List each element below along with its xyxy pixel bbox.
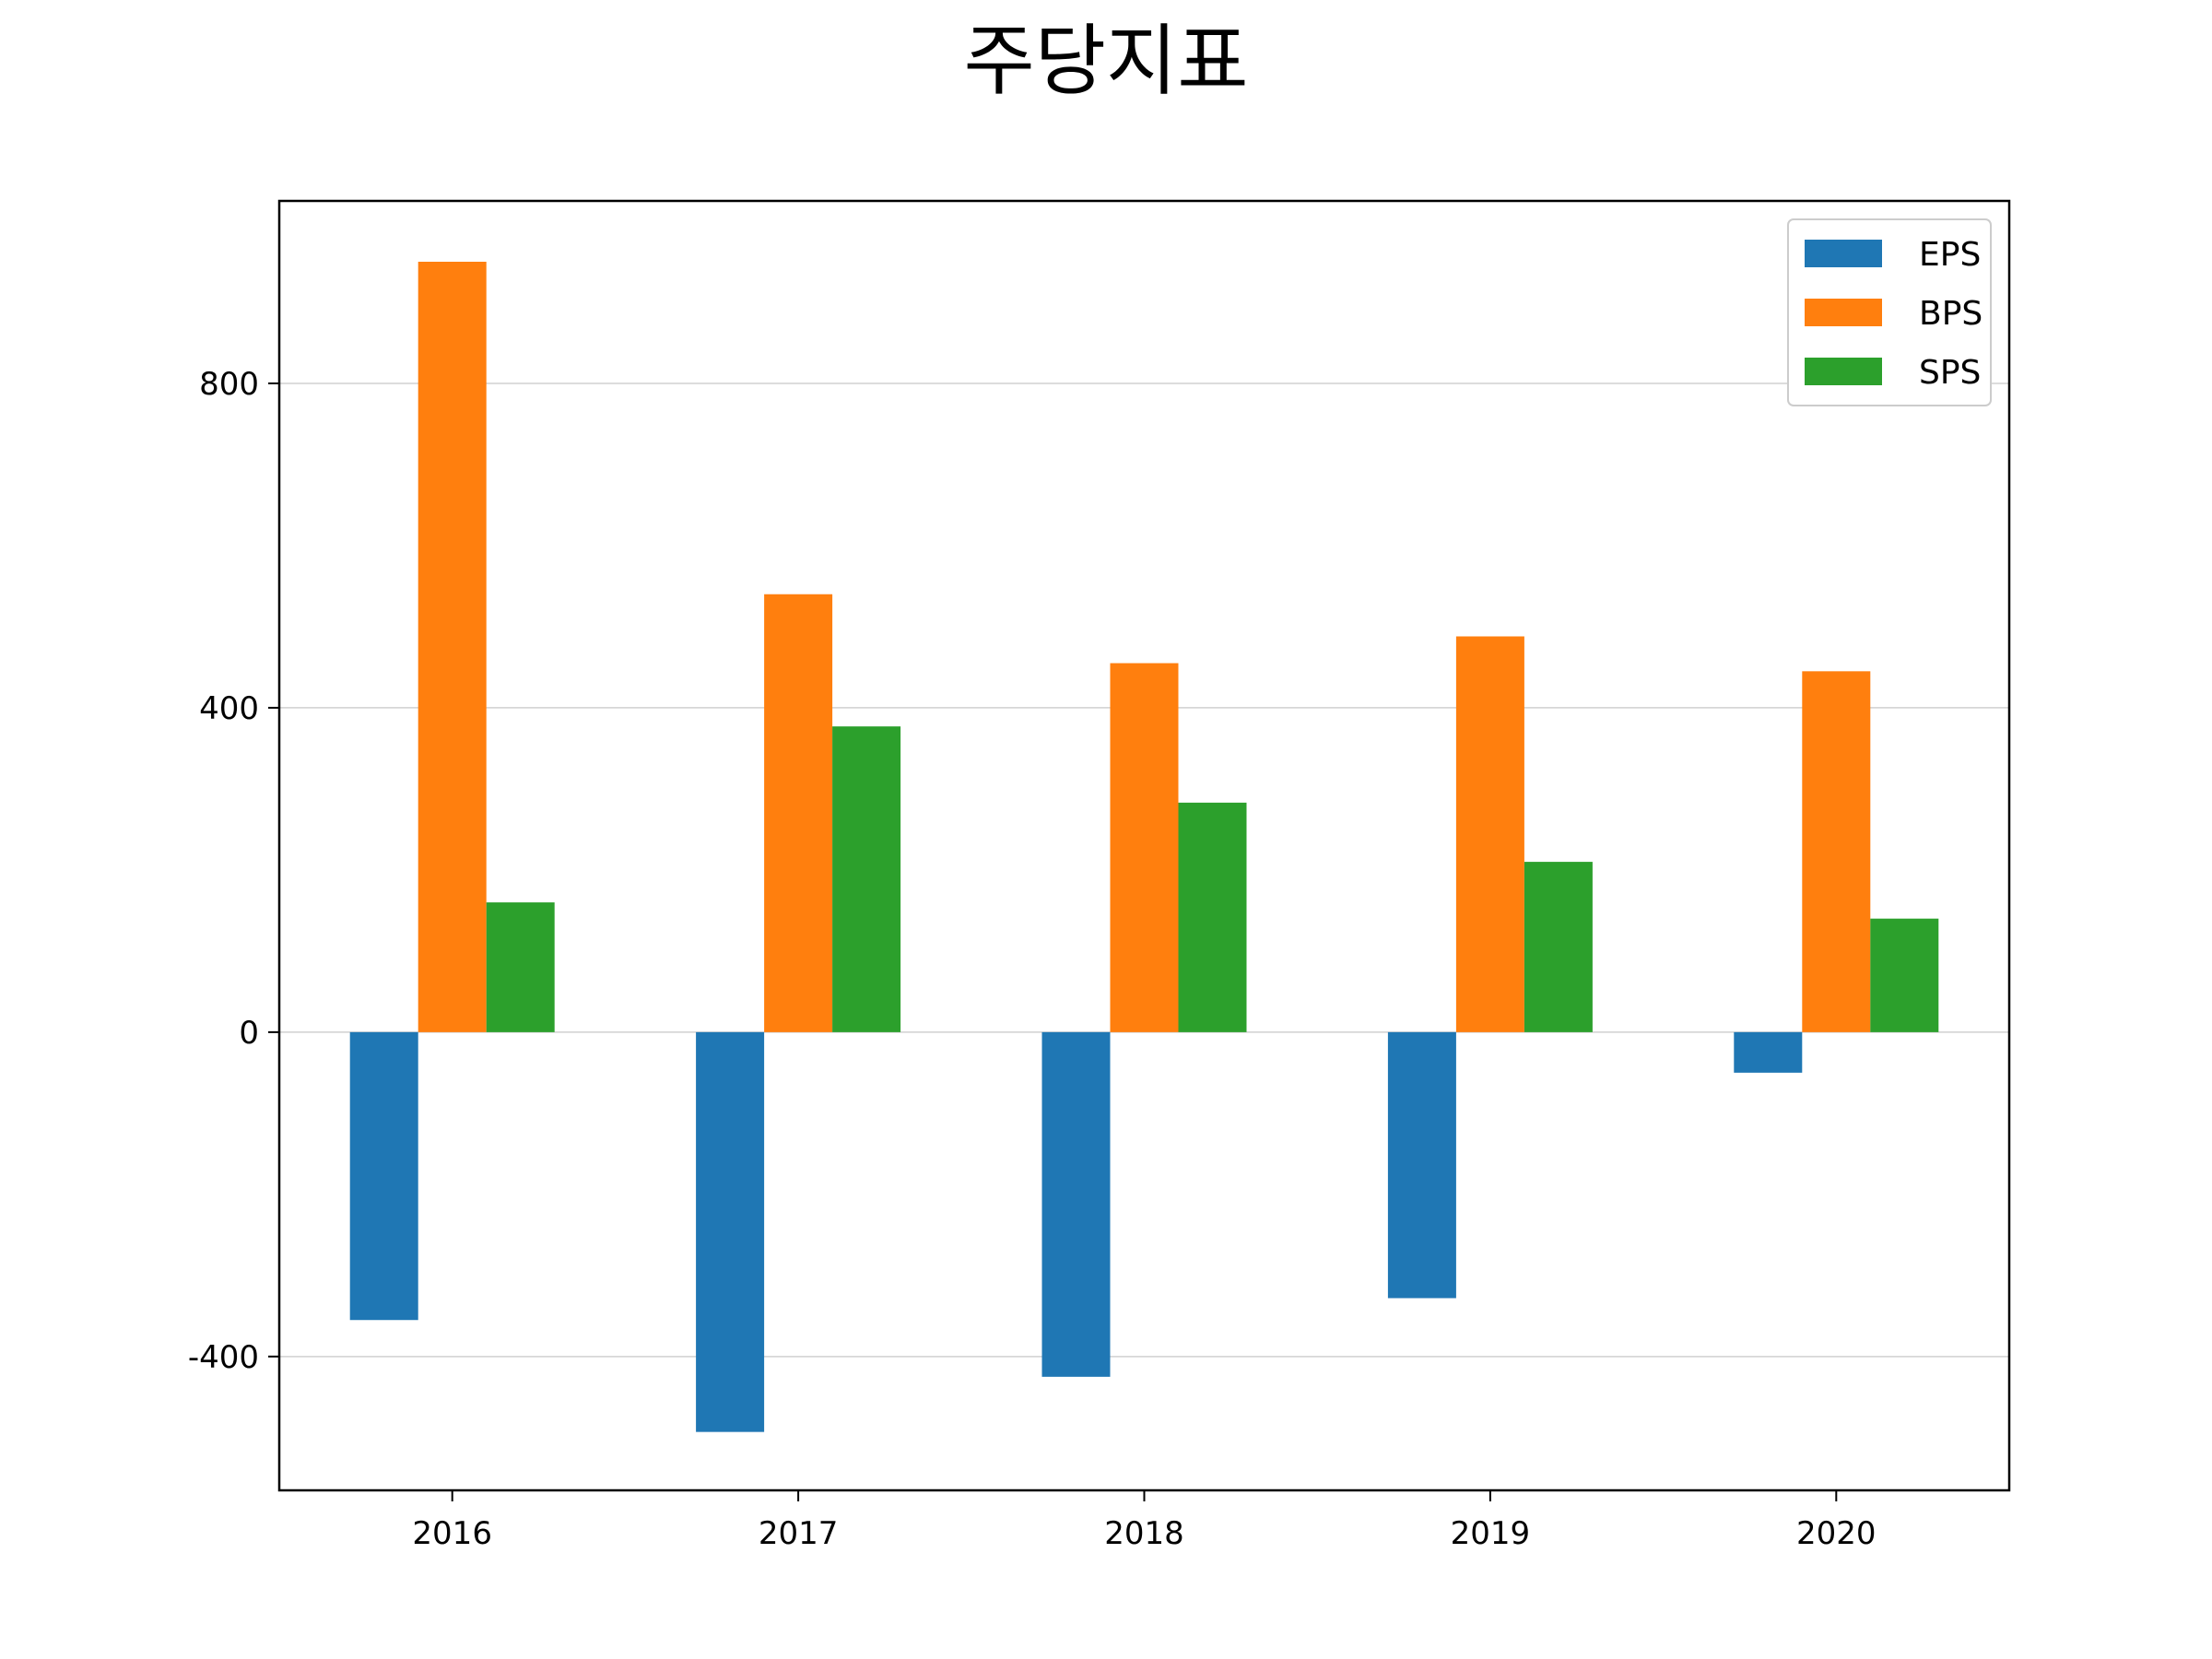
bar-sps-2019 — [1524, 862, 1593, 1032]
x-tick-label: 2016 — [412, 1515, 492, 1552]
x-tick-label: 2019 — [1451, 1515, 1531, 1552]
bar-sps-2017 — [832, 726, 901, 1032]
legend-label-eps: EPS — [1919, 236, 1981, 274]
bar-sps-2020 — [1870, 918, 1939, 1032]
bar-eps-2018 — [1041, 1031, 1111, 1377]
y-tick-label: 0 — [239, 1015, 259, 1052]
bar-bps-2017 — [764, 594, 833, 1032]
legend: EPS BPS SPS — [1787, 218, 1992, 406]
bar-eps-2020 — [1734, 1031, 1803, 1073]
bar-sps-2016 — [486, 902, 555, 1032]
y-tick-label: -400 — [188, 1339, 259, 1376]
legend-swatch-sps — [1805, 358, 1882, 385]
y-tick-label: 400 — [199, 690, 259, 727]
bar-eps-2017 — [696, 1031, 765, 1432]
legend-label-bps: BPS — [1919, 295, 1983, 333]
bar-eps-2019 — [1387, 1031, 1456, 1299]
chart-title: 주당지표 — [963, 16, 1248, 106]
legend-swatch-eps — [1805, 240, 1882, 267]
y-axis: -400 0 400 800 — [188, 366, 279, 1376]
legend-label-sps: SPS — [1919, 354, 1981, 392]
bar-bps-2019 — [1455, 636, 1524, 1032]
bar-sps-2018 — [1178, 802, 1247, 1032]
x-tick-label: 2018 — [1104, 1515, 1184, 1552]
x-tick-label: 2017 — [759, 1515, 839, 1552]
y-tick-label: 800 — [199, 366, 259, 403]
x-tick-label: 2020 — [1796, 1515, 1877, 1552]
bar-bps-2018 — [1110, 663, 1179, 1032]
x-axis: 2016 2017 2018 2019 2020 — [412, 1490, 1877, 1552]
bars — [349, 261, 1939, 1432]
legend-swatch-bps — [1805, 299, 1882, 326]
bar-eps-2016 — [349, 1031, 418, 1321]
bar-bps-2020 — [1802, 671, 1871, 1032]
bar-bps-2016 — [418, 261, 487, 1032]
